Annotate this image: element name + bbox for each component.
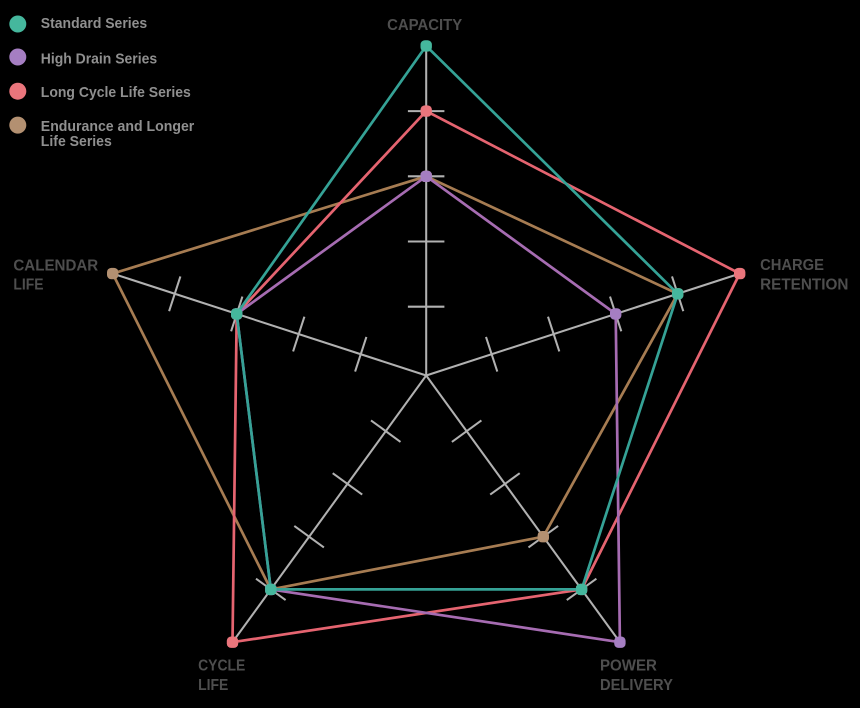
svg-text:DELIVERY: DELIVERY (600, 677, 673, 694)
svg-text:Life Series: Life Series (41, 133, 112, 150)
svg-text:Endurance and Longer: Endurance and Longer (41, 118, 195, 135)
svg-text:CAPACITY: CAPACITY (387, 17, 462, 34)
svg-text:Standard Series: Standard Series (41, 15, 147, 32)
svg-text:CYCLE: CYCLE (198, 657, 245, 674)
svg-text:CALENDAR: CALENDAR (13, 257, 98, 274)
svg-text:High Drain Series: High Drain Series (41, 50, 157, 67)
svg-text:RETENTION: RETENTION (760, 277, 848, 294)
svg-text:Long Cycle Life Series: Long Cycle Life Series (41, 84, 191, 101)
svg-text:POWER: POWER (600, 657, 657, 674)
svg-text:LIFE: LIFE (13, 276, 43, 293)
svg-text:CHARGE: CHARGE (760, 257, 824, 274)
svg-text:LIFE: LIFE (198, 677, 228, 694)
